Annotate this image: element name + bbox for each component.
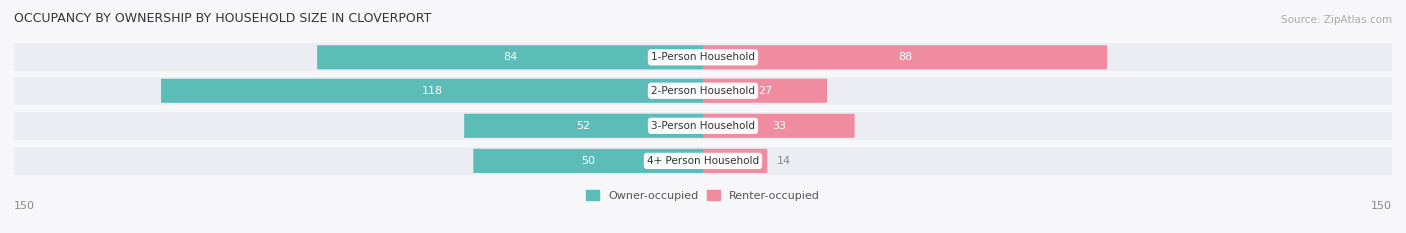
- Bar: [14, 77, 1392, 105]
- Text: 2-Person Household: 2-Person Household: [651, 86, 755, 96]
- FancyBboxPatch shape: [703, 114, 855, 138]
- FancyBboxPatch shape: [318, 45, 703, 69]
- Text: 84: 84: [503, 52, 517, 62]
- FancyBboxPatch shape: [703, 79, 827, 103]
- Text: OCCUPANCY BY OWNERSHIP BY HOUSEHOLD SIZE IN CLOVERPORT: OCCUPANCY BY OWNERSHIP BY HOUSEHOLD SIZE…: [14, 12, 432, 25]
- FancyBboxPatch shape: [474, 149, 703, 173]
- Text: 3-Person Household: 3-Person Household: [651, 121, 755, 131]
- Text: 150: 150: [1371, 201, 1392, 211]
- FancyBboxPatch shape: [162, 79, 703, 103]
- Text: 1-Person Household: 1-Person Household: [651, 52, 755, 62]
- Bar: [14, 147, 1392, 175]
- Text: 150: 150: [14, 201, 35, 211]
- FancyBboxPatch shape: [464, 114, 703, 138]
- Text: 88: 88: [898, 52, 912, 62]
- FancyBboxPatch shape: [703, 45, 1107, 69]
- Legend: Owner-occupied, Renter-occupied: Owner-occupied, Renter-occupied: [581, 185, 825, 205]
- Bar: [14, 112, 1392, 140]
- Text: 27: 27: [758, 86, 772, 96]
- FancyBboxPatch shape: [703, 149, 768, 173]
- Text: 50: 50: [581, 156, 595, 166]
- Text: 118: 118: [422, 86, 443, 96]
- Text: 4+ Person Household: 4+ Person Household: [647, 156, 759, 166]
- Bar: [14, 44, 1392, 71]
- Text: 14: 14: [776, 156, 790, 166]
- Text: Source: ZipAtlas.com: Source: ZipAtlas.com: [1281, 15, 1392, 25]
- Text: 33: 33: [772, 121, 786, 131]
- Text: 52: 52: [576, 121, 591, 131]
